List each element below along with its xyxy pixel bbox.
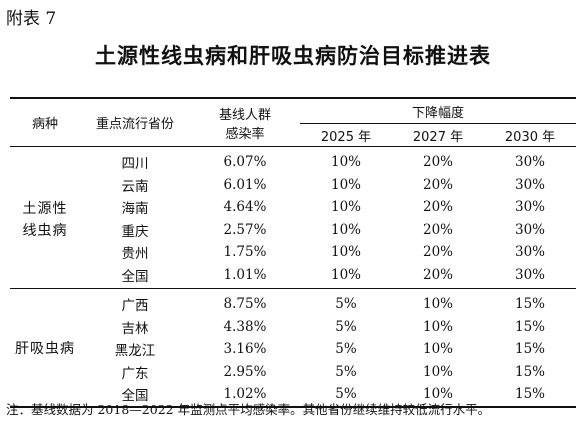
group-soil-helminth: 土源性 线虫病 四川 6.07% 10% 20% 30% 云南 6.01% 10% 20% 30% 海南… xyxy=(10,147,576,289)
target-2025-cell: 10% xyxy=(330,244,361,261)
target-2027-cell: 20% xyxy=(422,244,453,261)
target-2030-cell: 30% xyxy=(515,266,546,283)
target-2030-cell: 15% xyxy=(515,341,546,358)
target-2030-cell: 30% xyxy=(515,176,546,193)
table-row: 全国 1.02% 5% 10% 15% xyxy=(10,383,577,407)
baseline-cell: 2.95% xyxy=(223,363,267,380)
target-2027-cell: 20% xyxy=(422,199,453,216)
header-baseline-line2: 感染率 xyxy=(225,126,265,142)
baseline-cell: 2.57% xyxy=(223,221,267,238)
header-baseline-line1: 基线人群 xyxy=(218,107,271,123)
table-header: 病种 重点流行省份 基线人群 感染率 下降幅度 2025 年 2027 年 20… xyxy=(10,98,577,147)
target-2027-cell: 10% xyxy=(422,386,453,403)
target-2025-cell: 10% xyxy=(330,266,361,283)
header-year-2030: 2030 年 xyxy=(504,129,556,145)
target-2025-cell: 5% xyxy=(335,363,357,380)
group-liver-fluke: 肝吸虫病 广西 8.75% 5% 10% 15% 吉林 4.38% 5% 10% 15% 黑龙江 3.1… xyxy=(10,288,577,407)
target-2027-cell: 20% xyxy=(422,154,453,171)
baseline-cell: 3.16% xyxy=(223,341,267,358)
target-2030-cell: 30% xyxy=(515,221,546,238)
region-cell: 贵州 xyxy=(121,246,149,263)
disease-name-line2: 线虫病 xyxy=(22,222,68,239)
target-2030-cell: 30% xyxy=(515,244,546,261)
target-2025-cell: 5% xyxy=(335,386,357,403)
target-2030-cell: 15% xyxy=(515,318,546,335)
target-2027-cell: 10% xyxy=(422,318,453,335)
target-2027-cell: 20% xyxy=(422,176,453,193)
header-baseline: 基线人群 感染率 xyxy=(190,98,300,147)
table-row: 广东 2.95% 5% 10% 15% xyxy=(10,361,576,384)
region-cell: 全国 xyxy=(121,268,149,285)
target-2030-cell: 30% xyxy=(515,199,546,216)
target-2025-cell: 10% xyxy=(330,154,361,171)
target-2025-cell: 10% xyxy=(330,221,361,238)
table-row: 吉林 4.38% 5% 10% 15% xyxy=(10,316,576,339)
target-2027-cell: 10% xyxy=(422,341,453,358)
target-table: 病种 重点流行省份 基线人群 感染率 下降幅度 2025 年 2027 年 20… xyxy=(10,97,577,408)
region-cell: 重庆 xyxy=(121,223,149,240)
baseline-cell: 1.01% xyxy=(223,266,267,283)
table-row: 土源性线虫病 四川 6.07% 10% 20% 30% xyxy=(10,147,576,238)
disease-name: 肝吸虫病 xyxy=(10,289,80,407)
region-cell: 云南 xyxy=(121,178,149,195)
header-disease: 病种 xyxy=(31,117,58,132)
target-2025-cell: 5% xyxy=(335,341,357,358)
footnote: 注：基线数据为 2018—2022 年监测点平均感染率。其他省份继续维持较低流行… xyxy=(6,402,491,417)
baseline-cell: 4.64% xyxy=(223,199,267,216)
baseline-cell: 1.75% xyxy=(223,244,267,261)
region-cell: 海南 xyxy=(121,201,149,218)
header-year-2027: 2027 年 xyxy=(412,129,464,145)
baseline-cell: 8.75% xyxy=(223,296,267,313)
baseline-cell: 6.01% xyxy=(223,176,267,193)
target-2027-cell: 20% xyxy=(422,266,453,283)
table-row: 黑龙江 3.16% 5% 10% 15% xyxy=(10,338,576,361)
target-2025-cell: 10% xyxy=(330,199,361,216)
region-cell: 全国 xyxy=(121,388,149,405)
target-2030-cell: 15% xyxy=(515,386,546,403)
baseline-cell: 6.07% xyxy=(223,154,267,171)
table-row: 云南 6.01% 10% 20% 30% xyxy=(10,174,576,197)
header-year-2025: 2025 年 xyxy=(320,129,372,145)
region-cell: 广东 xyxy=(121,365,149,382)
region-cell: 四川 xyxy=(121,156,149,173)
table-row: 贵州 1.75% 10% 20% 30% xyxy=(10,241,576,264)
target-2027-cell: 10% xyxy=(422,296,453,313)
target-2025-cell: 5% xyxy=(335,318,357,335)
target-2027-cell: 10% xyxy=(422,363,453,380)
target-2030-cell: 30% xyxy=(515,154,546,171)
table-row: 重庆 2.57% 10% 20% 30% xyxy=(10,219,576,242)
table-row: 全国 1.01% 10% 20% 30% xyxy=(10,264,576,289)
baseline-cell: 4.38% xyxy=(223,318,267,335)
region-cell: 吉林 xyxy=(121,320,149,337)
header-region: 重点流行省份 xyxy=(95,117,174,132)
target-2030-cell: 15% xyxy=(515,363,546,380)
region-cell: 黑龙江 xyxy=(114,343,156,360)
appendix-label: 附表 7 xyxy=(6,9,57,29)
table-row: 海南 4.64% 10% 20% 30% xyxy=(10,196,576,219)
region-cell: 广西 xyxy=(121,298,149,315)
disease-name: 土源性 线虫病 xyxy=(10,147,80,289)
disease-name-line1: 土源性 xyxy=(22,200,68,217)
target-2030-cell: 15% xyxy=(515,296,546,313)
target-2025-cell: 10% xyxy=(330,176,361,193)
target-2027-cell: 20% xyxy=(422,221,453,238)
disease-name-line1: 肝吸虫病 xyxy=(15,341,75,358)
header-decrease: 下降幅度 xyxy=(300,98,577,124)
target-2025-cell: 5% xyxy=(335,296,357,313)
table-row: 肝吸虫病 广西 8.75% 5% 10% 15% xyxy=(10,288,577,357)
baseline-cell: 1.02% xyxy=(223,386,267,403)
document-title: 土源性线虫病和肝吸虫病防治目标推进表 xyxy=(95,44,491,68)
